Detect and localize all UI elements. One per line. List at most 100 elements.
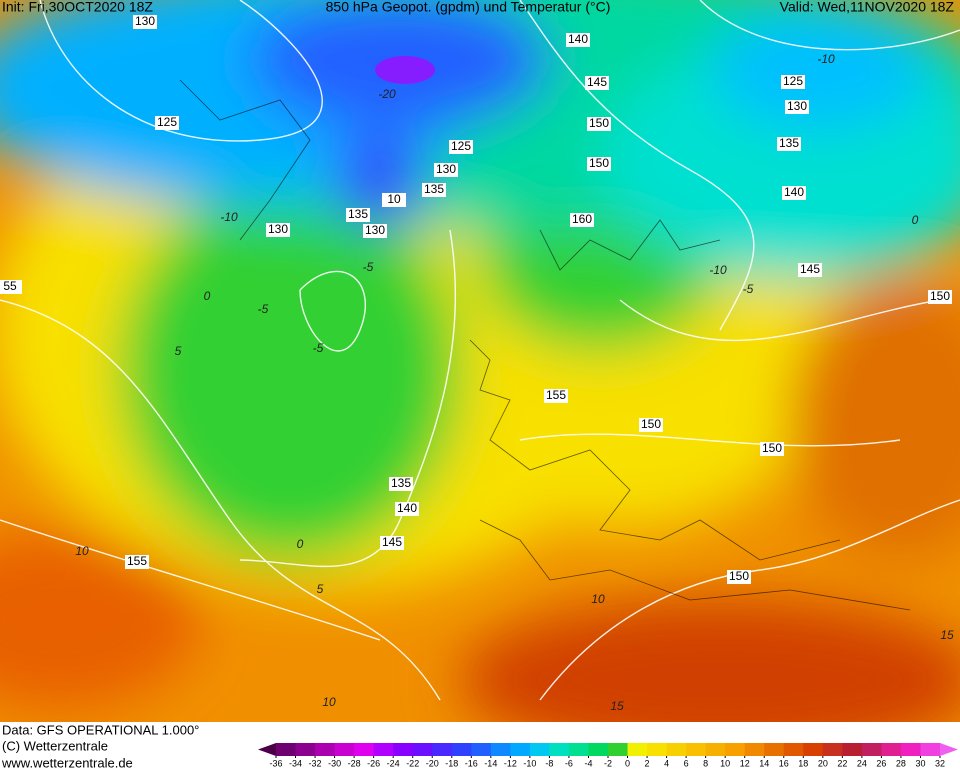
geopotential-label: 145 — [382, 535, 402, 549]
label-box — [585, 76, 609, 90]
colorbar-box — [334, 743, 355, 756]
init-label: Init: Fri,30OCT2020 18Z — [2, 0, 153, 15]
colorbar-box — [803, 743, 824, 756]
colorbar-tick-label: 28 — [896, 758, 906, 768]
colorbar-box — [412, 743, 433, 756]
colorbar-tick-label: -28 — [348, 758, 361, 768]
colorbar-tick-label: 14 — [759, 758, 769, 768]
temperature-label: 15 — [610, 699, 624, 713]
colorbar-box — [608, 743, 629, 756]
label-box — [760, 442, 784, 456]
colorbar-box — [783, 743, 804, 756]
geopotential-label: 155 — [546, 388, 566, 402]
geopotential-label: 135 — [348, 207, 368, 221]
geopotential-label: 130 — [436, 162, 456, 176]
temperature-label: 0 — [204, 289, 211, 303]
label-box — [570, 213, 594, 227]
geopotential-label: 150 — [762, 441, 782, 455]
data-source: Data: GFS OPERATIONAL 1.000° — [2, 722, 199, 737]
temperature-label: -10 — [220, 210, 238, 224]
geopotential-label: 145 — [800, 262, 820, 276]
geopotential-label: 140 — [784, 185, 804, 199]
geopotential-label: 135 — [424, 182, 444, 196]
label-box — [566, 33, 590, 47]
colorbar-high-end — [940, 743, 958, 756]
colorbar-box — [276, 743, 297, 756]
colorbar-tick-label: 20 — [818, 758, 828, 768]
colorbar-tick-label: -36 — [269, 758, 282, 768]
label-box — [587, 117, 611, 131]
colorbar-box — [822, 743, 843, 756]
label-box — [155, 116, 179, 130]
temperature-label: 15 — [940, 628, 954, 642]
label-box — [434, 163, 458, 177]
colorbar-tick-label: 18 — [798, 758, 808, 768]
colorbar-tick-label: -8 — [545, 758, 553, 768]
colorbar-box — [432, 743, 453, 756]
geopotential-label: 155 — [127, 554, 147, 568]
label-box — [449, 140, 473, 154]
geopotential-label: 125 — [157, 115, 177, 129]
temperature-label: 5 — [175, 344, 182, 358]
geopotential-label: 10 — [387, 192, 401, 206]
colorbar-tick-label: 22 — [837, 758, 847, 768]
colorbar-tick-label: -32 — [309, 758, 322, 768]
colorbar-tick-label: -24 — [387, 758, 400, 768]
label-box — [133, 15, 157, 29]
temperature-label: 10 — [322, 695, 336, 709]
colorbar-tick-label: 0 — [625, 758, 630, 768]
temperature-label: -5 — [313, 341, 324, 355]
colorbar-tick-label: 6 — [684, 758, 689, 768]
colorbar-box — [471, 743, 492, 756]
colorbar-tick-label: 10 — [720, 758, 730, 768]
temperature-label: 0 — [912, 213, 919, 227]
colorbar-box — [686, 743, 707, 756]
label-box — [544, 389, 568, 403]
label-box — [422, 183, 446, 197]
colorbar-box — [529, 743, 550, 756]
label-box — [389, 477, 413, 491]
label-box — [928, 290, 952, 304]
temperature-label: 5 — [317, 582, 324, 596]
colorbar-box — [588, 743, 609, 756]
colorbar-tick-label: -22 — [406, 758, 419, 768]
label-box — [798, 263, 822, 277]
label-box — [781, 75, 805, 89]
colorbar-box — [881, 743, 902, 756]
colorbar-tick-label: 30 — [915, 758, 925, 768]
geopotential-label: 160 — [572, 212, 592, 226]
colorbar-tick-label: -12 — [504, 758, 517, 768]
colorbar-box — [627, 743, 648, 756]
colorbar-tick-label: 12 — [740, 758, 750, 768]
colorbar-tick-label: -4 — [584, 758, 592, 768]
geopotential-label: 150 — [729, 569, 749, 583]
colorbar-tick-label: -2 — [604, 758, 612, 768]
colorbar-tick-label: 16 — [779, 758, 789, 768]
colorbar-box — [647, 743, 668, 756]
label-box — [777, 137, 801, 151]
colorbar-box — [295, 743, 316, 756]
colorbar-box — [549, 743, 570, 756]
temperature-label: -10 — [817, 52, 835, 66]
colorbar-tick-label: -26 — [367, 758, 380, 768]
colorbar-box — [705, 743, 726, 756]
colorbar-box — [568, 743, 589, 756]
colorbar-box — [490, 743, 511, 756]
label-box — [346, 208, 370, 222]
colorbar-box — [393, 743, 414, 756]
geopotential-label: 135 — [779, 136, 799, 150]
geopotential-label: 55 — [3, 279, 17, 293]
geopotential-label: 150 — [641, 417, 661, 431]
colorbar-box — [666, 743, 687, 756]
temperature-label: 0 — [297, 537, 304, 551]
label-box — [782, 186, 806, 200]
label-box — [785, 100, 809, 114]
colorbar-tick-label: 4 — [664, 758, 669, 768]
colorbar-tick-label: -16 — [465, 758, 478, 768]
label-box — [0, 280, 22, 294]
geopotential-label: 140 — [568, 32, 588, 46]
geopotential-label: 150 — [930, 289, 950, 303]
map-field — [0, 0, 960, 722]
